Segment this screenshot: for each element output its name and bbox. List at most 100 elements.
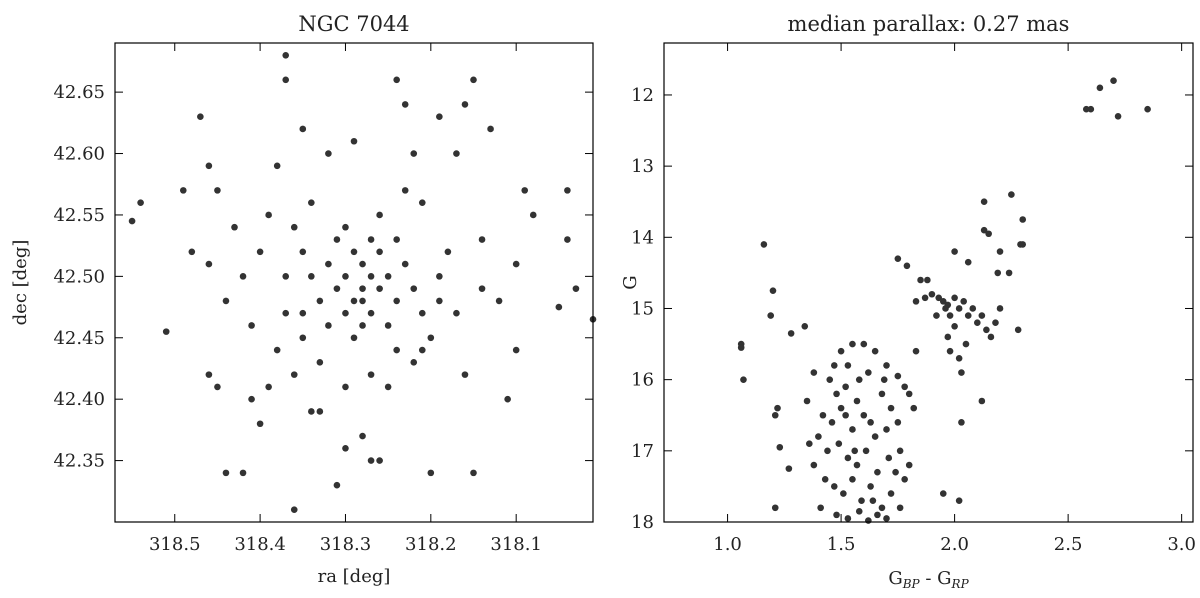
data-point (564, 187, 571, 194)
data-point (231, 223, 238, 231)
data-point (342, 309, 349, 317)
x-tick-label: 1.5 (827, 534, 856, 555)
data-point (239, 469, 247, 477)
data-point (978, 397, 986, 405)
data-point (955, 355, 963, 362)
y-tick-label: 42.45 (53, 328, 105, 349)
data-point (810, 369, 818, 376)
data-point (555, 303, 563, 311)
data-point (944, 333, 952, 341)
data-point (359, 432, 366, 440)
data-point (1005, 269, 1013, 277)
data-point (248, 395, 255, 403)
data-point (376, 211, 383, 219)
data-point (410, 150, 418, 157)
data-point (837, 404, 845, 412)
data-point (867, 419, 874, 426)
data-point (933, 312, 940, 319)
data-point (256, 248, 264, 256)
data-point (883, 362, 890, 369)
data-point (892, 468, 899, 476)
data-point (785, 465, 793, 472)
data-point (849, 340, 856, 348)
x-axis-label: ra [deg] (318, 566, 391, 587)
y-tick-label: 42.65 (53, 82, 105, 103)
x-axis-label-part: G (888, 568, 902, 589)
data-point (478, 236, 486, 243)
data-point (384, 273, 392, 280)
data-point (1114, 113, 1122, 120)
data-point (974, 319, 981, 327)
data-point (529, 211, 537, 219)
data-point (299, 334, 307, 342)
data-point (299, 125, 307, 133)
data-point (359, 285, 366, 292)
y-tick-label: 42.50 (53, 266, 105, 287)
data-point (855, 376, 863, 383)
data-point (1008, 191, 1015, 198)
y-tick-label: 42.35 (53, 451, 105, 472)
data-point (512, 346, 520, 354)
data-point (325, 260, 332, 268)
data-point (771, 411, 779, 419)
data-point (855, 508, 863, 515)
data-point (874, 468, 881, 476)
data-point (290, 371, 298, 378)
data-point (887, 490, 895, 497)
x-axis-label-part: - G (920, 568, 952, 589)
data-point (265, 211, 272, 219)
data-point (427, 469, 435, 477)
x-tick-label: 2.0 (940, 534, 969, 555)
data-point (815, 433, 822, 440)
data-point (894, 372, 902, 380)
data-point (946, 312, 954, 319)
data-point (858, 497, 865, 504)
data-point (316, 408, 324, 415)
data-point (342, 445, 349, 452)
data-point (980, 198, 988, 206)
data-point (282, 309, 290, 317)
data-point (992, 319, 999, 327)
data-point (128, 217, 136, 225)
data-point (951, 248, 958, 255)
data-point (444, 248, 452, 256)
data-point (359, 260, 366, 268)
data-point (935, 294, 943, 302)
data-point (905, 461, 913, 469)
data-point (197, 113, 204, 120)
data-point (401, 260, 409, 268)
data-point (470, 469, 477, 477)
x-tick-label: 318.2 (405, 534, 457, 555)
data-point (860, 411, 868, 419)
data-point (393, 297, 400, 305)
data-point (333, 285, 341, 292)
data-point (342, 273, 349, 280)
data-point (308, 273, 315, 280)
y-tick-label: 18 (631, 512, 654, 533)
data-point (871, 347, 879, 355)
data-point (844, 454, 852, 462)
data-point (359, 322, 366, 329)
data-point (376, 285, 383, 292)
data-point (958, 369, 965, 376)
y-axis-label: G (620, 275, 641, 289)
data-point (837, 347, 845, 355)
data-point (470, 76, 477, 84)
data-point (740, 376, 747, 383)
data-point (912, 298, 920, 305)
y-tick-label: 12 (631, 85, 654, 106)
data-point (771, 504, 779, 512)
data-point (427, 334, 435, 342)
data-point (325, 322, 332, 329)
data-point (880, 376, 888, 383)
data-point (205, 371, 213, 378)
data-point (939, 298, 947, 305)
data-point (436, 113, 443, 120)
data-point (905, 390, 913, 398)
y-tick-label: 13 (631, 156, 654, 177)
data-point (865, 517, 872, 524)
x-tick-label: 1.0 (713, 534, 742, 555)
data-point (849, 475, 856, 483)
data-point (865, 369, 872, 376)
data-point (342, 383, 349, 391)
